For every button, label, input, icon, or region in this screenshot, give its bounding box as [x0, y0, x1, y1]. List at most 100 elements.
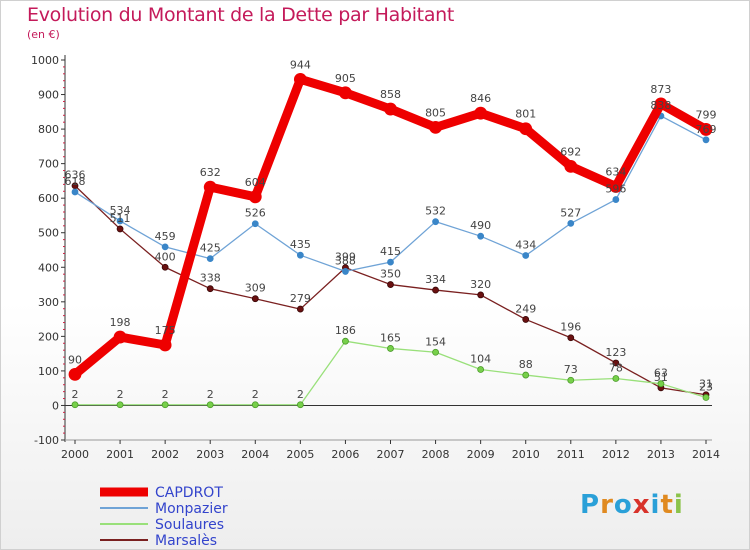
data-label: 186 [335, 324, 356, 337]
data-label: 435 [290, 238, 311, 251]
data-label: 490 [470, 219, 491, 232]
chart-subtitle: (en €) [27, 28, 60, 41]
data-point [113, 330, 127, 344]
chart-title: Evolution du Montant de la Dette par Hab… [27, 4, 455, 26]
x-tick-label: 2012 [602, 448, 630, 461]
data-point [161, 263, 169, 271]
data-point [477, 366, 485, 373]
data-point [68, 367, 82, 381]
data-label: 532 [425, 205, 446, 218]
data-point [251, 220, 259, 228]
data-label: 249 [515, 302, 536, 315]
x-tick-label: 2001 [106, 448, 134, 461]
data-label: 388 [335, 254, 356, 267]
data-point [612, 375, 620, 382]
data-label: 636 [65, 169, 86, 182]
data-label: 459 [155, 230, 176, 243]
data-label: 123 [605, 346, 626, 359]
data-label: 604 [245, 176, 266, 189]
data-point [387, 345, 394, 352]
y-tick-label: 700 [38, 158, 59, 171]
data-point [519, 122, 533, 136]
data-point [432, 348, 439, 356]
legend-label: Marsalès [155, 533, 217, 549]
y-tick-label: 400 [38, 261, 59, 274]
x-tick-label: 2005 [286, 448, 314, 461]
legend-label: Soulaures [155, 517, 224, 533]
data-label: 2 [72, 388, 79, 401]
data-point [387, 258, 394, 266]
x-tick-label: 2003 [196, 448, 224, 461]
y-tick-label: 0 [52, 399, 59, 412]
legend-label: Monpazier [155, 501, 228, 517]
data-point [429, 120, 442, 134]
data-point [293, 72, 307, 86]
data-label: 805 [425, 106, 446, 119]
x-tick-label: 2013 [647, 448, 675, 461]
data-point [206, 401, 214, 409]
y-tick-label: 900 [38, 89, 59, 102]
x-tick-label: 2014 [692, 448, 720, 461]
data-label: 858 [380, 88, 401, 101]
data-point [522, 252, 530, 259]
data-label: 175 [155, 324, 176, 337]
data-label: 905 [335, 72, 356, 85]
data-label: 873 [650, 83, 671, 96]
data-point [699, 123, 713, 136]
y-tick-label: 1000 [31, 54, 59, 67]
data-label: 846 [470, 92, 491, 105]
legend-label: CAPDROT [155, 485, 223, 501]
x-tick-label: 2007 [377, 448, 405, 461]
data-point [432, 286, 439, 294]
data-label: 425 [200, 242, 221, 255]
y-tick-label: 200 [38, 330, 59, 343]
data-label: 198 [110, 316, 131, 329]
data-point [296, 251, 304, 259]
data-point [296, 305, 304, 313]
data-point [339, 86, 352, 100]
data-point [612, 359, 620, 367]
data-point [522, 371, 530, 379]
data-point [567, 219, 575, 227]
data-label: 944 [290, 58, 311, 71]
data-label: 769 [696, 123, 717, 136]
data-point [702, 136, 710, 144]
data-label: 320 [470, 278, 491, 291]
data-label: 527 [560, 206, 581, 219]
data-label: 23 [699, 381, 713, 394]
data-label: 154 [425, 335, 446, 348]
x-tick-label: 2006 [331, 448, 359, 461]
data-label: 309 [245, 282, 266, 295]
x-tick-label: 2000 [61, 448, 89, 461]
data-point [71, 401, 79, 409]
y-tick-label: -100 [34, 434, 59, 447]
data-point [654, 97, 668, 111]
data-point [203, 180, 217, 194]
data-label: 632 [200, 166, 221, 179]
data-label: 2 [252, 388, 259, 401]
data-label: 596 [605, 183, 626, 196]
data-label: 350 [380, 268, 401, 281]
y-tick-label: 100 [38, 365, 59, 378]
data-label: 415 [380, 245, 401, 258]
data-point [206, 255, 214, 263]
data-point [251, 295, 259, 303]
data-label: 73 [564, 363, 578, 376]
data-point [702, 394, 710, 401]
data-point [474, 106, 488, 120]
x-tick-label: 2008 [422, 448, 450, 461]
data-label: 434 [515, 239, 536, 252]
data-point [567, 334, 575, 342]
x-tick-label: 2002 [151, 448, 179, 461]
data-label: 63 [654, 367, 668, 380]
data-point [342, 268, 349, 275]
data-label: 634 [605, 165, 626, 178]
data-point [251, 401, 259, 409]
data-label: 838 [650, 99, 671, 112]
data-label: 400 [155, 250, 176, 263]
data-point [158, 338, 172, 352]
data-point [161, 243, 169, 251]
x-tick-label: 2009 [467, 448, 495, 461]
data-point [612, 196, 620, 203]
